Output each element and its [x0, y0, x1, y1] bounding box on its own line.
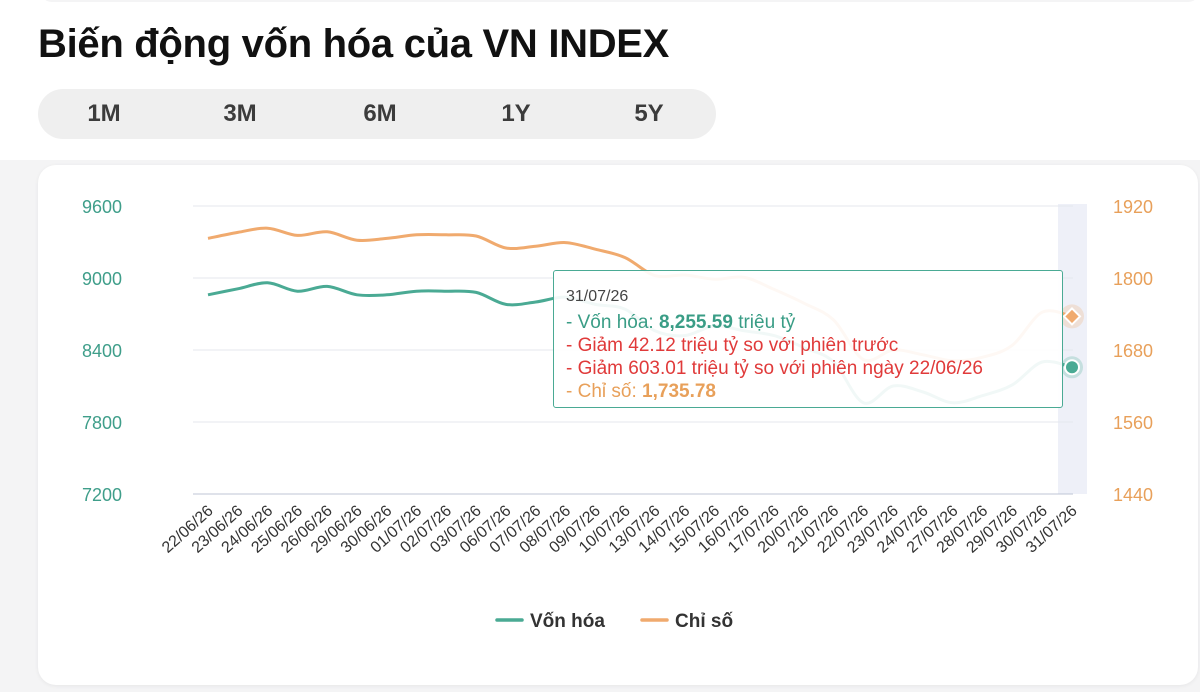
tooltip-market-cap: - Vốn hóa: 8,255.59 triệu tỷ [566, 312, 796, 333]
tooltip-change-start: - Giảm 603.01 triệu tỷ so với phiên ngày… [566, 358, 983, 379]
period-tabs: 1M 3M 6M 1Y 5Y [38, 89, 716, 139]
y-left-tick: 7800 [82, 413, 122, 433]
chart-tooltip: 31/07/26 - Vốn hóa: 8,255.59 triệu tỷ - … [553, 270, 1063, 408]
tab-1m[interactable]: 1M [87, 100, 121, 127]
tab-1y[interactable]: 1Y [501, 100, 531, 127]
tooltip-index-value: 1,735.78 [642, 381, 716, 402]
index-highlight-point [1062, 306, 1082, 326]
tooltip-date: 31/07/26 [566, 288, 629, 305]
chart-card [38, 165, 1198, 685]
y-right-tick: 1560 [1113, 413, 1153, 433]
tooltip-cap-value: 8,255.59 [658, 312, 733, 333]
y-right-tick: 1920 [1113, 197, 1153, 217]
legend-index: Chỉ số [675, 611, 733, 632]
y-left-tick: 8400 [82, 341, 122, 361]
tab-6m[interactable]: 6M [363, 100, 397, 127]
y-left-tick: 9600 [82, 197, 122, 217]
y-right-tick: 1680 [1113, 341, 1153, 361]
y-left-tick: 9000 [82, 269, 122, 289]
y-right-tick: 1800 [1113, 269, 1153, 289]
y-left-tick: 7200 [82, 485, 122, 505]
y-right-tick: 1440 [1113, 485, 1153, 505]
tooltip-change-prev: - Giảm 42.12 triệu tỷ so với phiên trước [566, 335, 899, 356]
tab-3m[interactable]: 3M [223, 100, 257, 127]
tooltip-index: - Chỉ số: 1,735.78 [566, 381, 716, 402]
market-cap-highlight-point [1064, 359, 1080, 376]
legend-market-cap: Vốn hóa [530, 611, 605, 632]
top-divider [40, 0, 1200, 2]
tab-5y[interactable]: 5Y [634, 100, 664, 127]
page-title: Biến động vốn hóa của VN INDEX [38, 22, 670, 66]
